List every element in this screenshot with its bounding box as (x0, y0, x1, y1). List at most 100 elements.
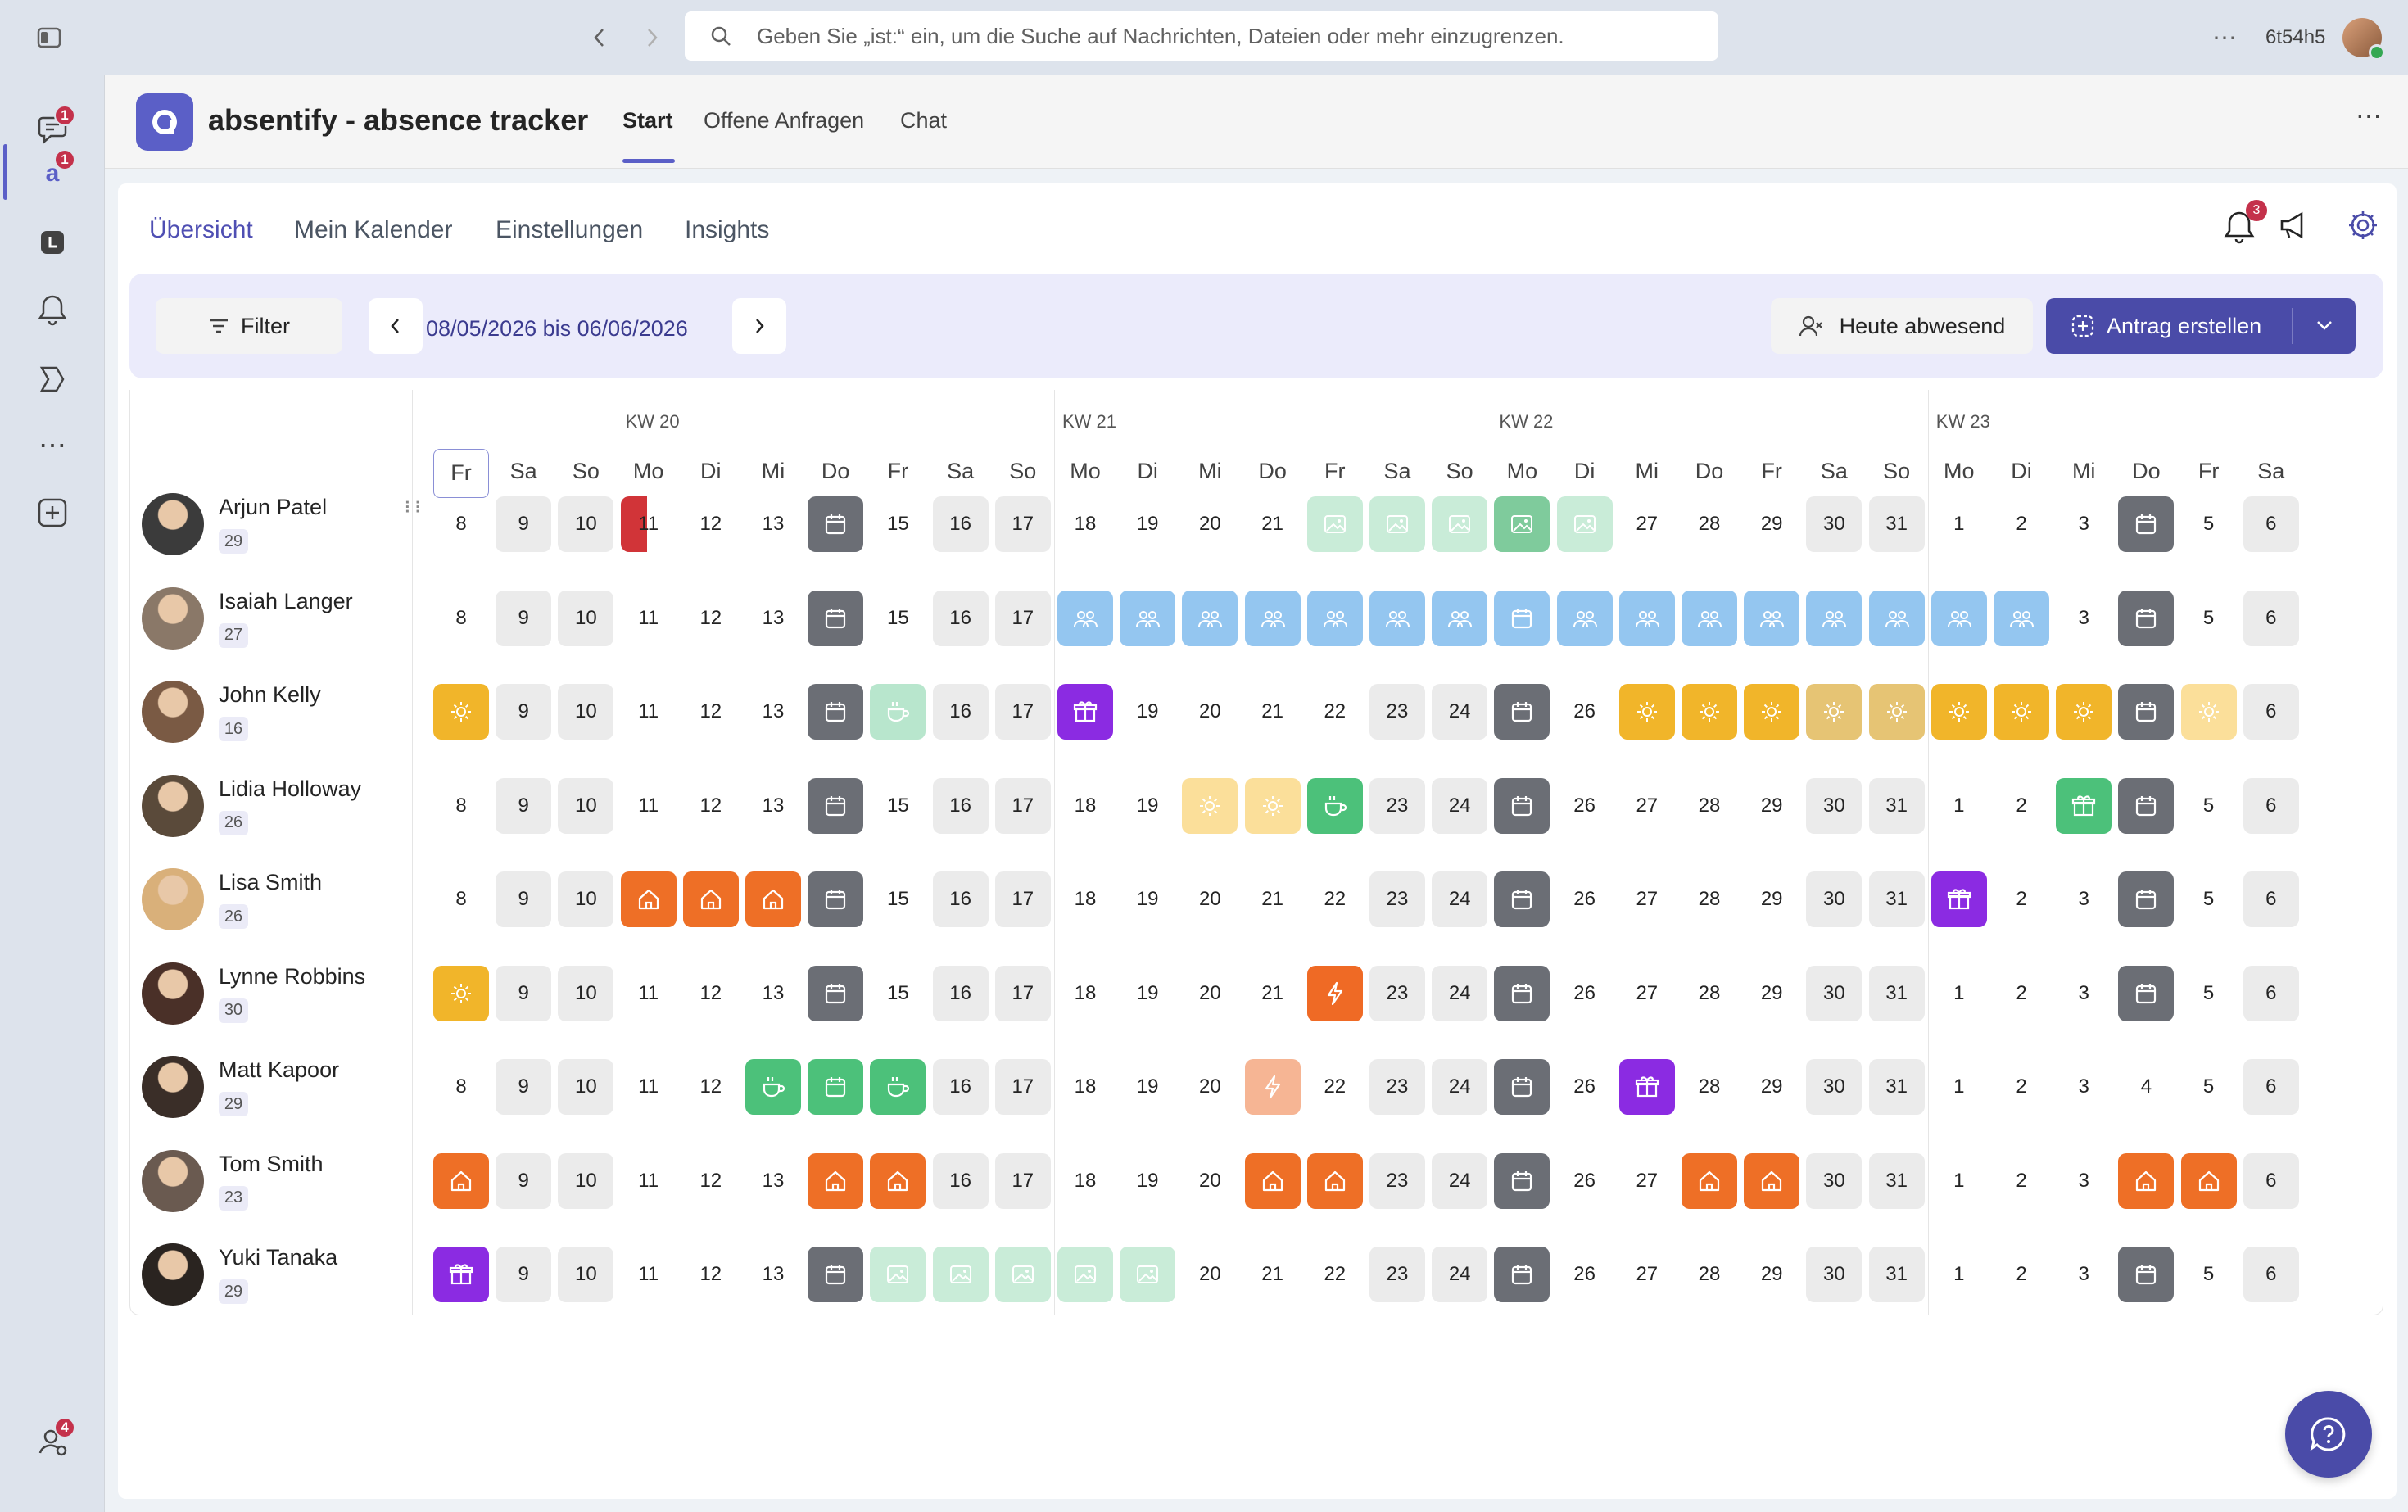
day-cell[interactable]: 16 (932, 684, 989, 740)
day-cell[interactable]: 29 (1760, 794, 1783, 817)
day-cell[interactable]: 8 (455, 888, 467, 910)
rail-activity[interactable] (26, 283, 79, 336)
day-cell[interactable]: 3 (2078, 1075, 2089, 1098)
day-cell[interactable]: 31 (1868, 1152, 1925, 1209)
day-cell[interactable]: 9 (496, 496, 552, 552)
person-name[interactable]: Tom Smith (219, 1151, 324, 1176)
rail-chat[interactable]: 1 (26, 103, 79, 156)
day-cell[interactable]: 23 (1369, 871, 1425, 927)
day-cell[interactable]: 17 (994, 684, 1051, 740)
day-cell[interactable]: 12 (699, 513, 722, 535)
app-more-icon[interactable]: ⋯ (2356, 101, 2382, 130)
day-cell[interactable]: 5 (2202, 1075, 2215, 1098)
day-cell[interactable]: 20 (1199, 1169, 1221, 1192)
day-cell[interactable]: 15 (887, 606, 909, 629)
day-cell[interactable]: 6 (2243, 590, 2299, 646)
day-cell[interactable]: 11 (638, 1263, 659, 1285)
more-options-icon[interactable]: ⋯ (2212, 24, 2237, 52)
day-cell[interactable]: 15 (887, 513, 909, 535)
day-cell[interactable]: 10 (558, 777, 614, 834)
tab-offene-anfragen[interactable]: Offene Anfragen (704, 108, 865, 133)
absence-cell[interactable] (1868, 684, 1925, 740)
day-cell[interactable]: 17 (994, 871, 1051, 927)
day-cell[interactable]: 9 (496, 1152, 552, 1209)
absence-cell[interactable] (745, 871, 801, 927)
day-cell[interactable]: 23 (1369, 777, 1425, 834)
absence-cell[interactable] (1682, 684, 1737, 740)
absence-cell[interactable] (1930, 590, 1987, 646)
rail-people[interactable]: 4 (26, 1415, 79, 1468)
absence-cell[interactable] (1244, 590, 1301, 646)
day-cell[interactable]: 18 (1074, 1169, 1097, 1192)
filter-button[interactable]: Filter (156, 298, 342, 354)
day-cell[interactable]: 5 (2202, 606, 2215, 629)
day-cell[interactable]: 28 (1698, 1263, 1721, 1285)
day-cell[interactable]: 19 (1136, 794, 1159, 817)
drag-handle-icon[interactable]: ⠇⠇ (404, 500, 426, 518)
day-cell[interactable]: 21 (1261, 513, 1283, 535)
day-cell[interactable]: 10 (558, 1059, 614, 1115)
absence-cell[interactable] (1182, 590, 1238, 646)
day-cell[interactable]: 5 (2202, 794, 2215, 817)
day-cell[interactable]: 2 (2016, 513, 2027, 535)
day-cell[interactable]: 15 (887, 981, 909, 1004)
absence-cell[interactable] (1244, 1059, 1301, 1115)
day-cell[interactable]: 11 (638, 1169, 659, 1192)
absence-cell[interactable] (1994, 684, 2049, 740)
day-cell[interactable]: 20 (1199, 700, 1221, 722)
day-cell[interactable]: 3 (2078, 513, 2089, 535)
absence-cell[interactable] (1306, 777, 1363, 834)
tab-start[interactable]: Start (622, 108, 673, 133)
person-name[interactable]: Arjun Patel (219, 495, 328, 519)
rail-more[interactable]: ⋯ (26, 419, 79, 472)
day-cell[interactable]: 29 (1760, 1075, 1783, 1098)
day-cell[interactable]: 28 (1698, 513, 1721, 535)
absence-cell[interactable] (1494, 777, 1550, 834)
absence-cell[interactable] (808, 777, 864, 834)
absence-cell[interactable] (1244, 777, 1301, 834)
day-cell[interactable]: 16 (932, 965, 989, 1021)
day-cell[interactable]: 8 (455, 513, 467, 535)
day-cell[interactable]: 18 (1074, 794, 1097, 817)
day-cell[interactable]: 6 (2243, 1059, 2299, 1115)
absence-cell[interactable] (1306, 965, 1363, 1021)
absence-cell[interactable] (433, 1247, 489, 1302)
day-cell[interactable]: 12 (699, 981, 722, 1004)
day-cell[interactable]: 24 (1432, 871, 1488, 927)
absence-cell[interactable] (1682, 590, 1737, 646)
absence-cell[interactable] (1494, 965, 1550, 1021)
day-cell[interactable]: 27 (1636, 1169, 1659, 1192)
absence-cell[interactable] (808, 684, 864, 740)
absence-cell[interactable] (2056, 684, 2112, 740)
absence-cell[interactable] (2118, 496, 2175, 552)
absence-cell[interactable] (1306, 496, 1363, 552)
absence-cell[interactable] (870, 1247, 926, 1302)
day-cell[interactable]: 2 (2016, 1263, 2027, 1285)
day-cell[interactable]: 30 (1806, 1059, 1863, 1115)
day-cell[interactable]: 19 (1136, 700, 1159, 722)
day-cell[interactable]: 21 (1261, 981, 1283, 1004)
day-cell[interactable]: 17 (994, 496, 1051, 552)
absence-cell[interactable] (1494, 684, 1550, 740)
absence-cell[interactable] (2180, 1152, 2237, 1209)
absence-cell[interactable] (1369, 496, 1425, 552)
absence-cell[interactable] (808, 965, 864, 1021)
absence-cell[interactable] (1369, 590, 1425, 646)
absence-cell[interactable] (2118, 871, 2175, 927)
day-cell[interactable]: 27 (1636, 981, 1659, 1004)
day-cell[interactable]: 15 (887, 888, 909, 910)
day-cell[interactable]: 20 (1199, 981, 1221, 1004)
day-cell[interactable]: 12 (699, 606, 722, 629)
day-cell[interactable]: 10 (558, 496, 614, 552)
next-range-button[interactable] (732, 298, 786, 354)
day-cell[interactable]: 28 (1698, 981, 1721, 1004)
search-input[interactable]: Geben Sie „ist:“ ein, um die Suche auf N… (685, 11, 1718, 61)
absence-cell[interactable] (1306, 590, 1363, 646)
day-cell[interactable]: 12 (699, 794, 722, 817)
absence-cell[interactable] (1494, 1059, 1550, 1115)
day-cell[interactable]: 16 (932, 1059, 989, 1115)
absence-cell[interactable] (1930, 871, 1987, 927)
day-cell[interactable]: 22 (1324, 1075, 1347, 1098)
day-cell[interactable]: 22 (1324, 1263, 1347, 1285)
day-cell[interactable]: 12 (699, 1169, 722, 1192)
